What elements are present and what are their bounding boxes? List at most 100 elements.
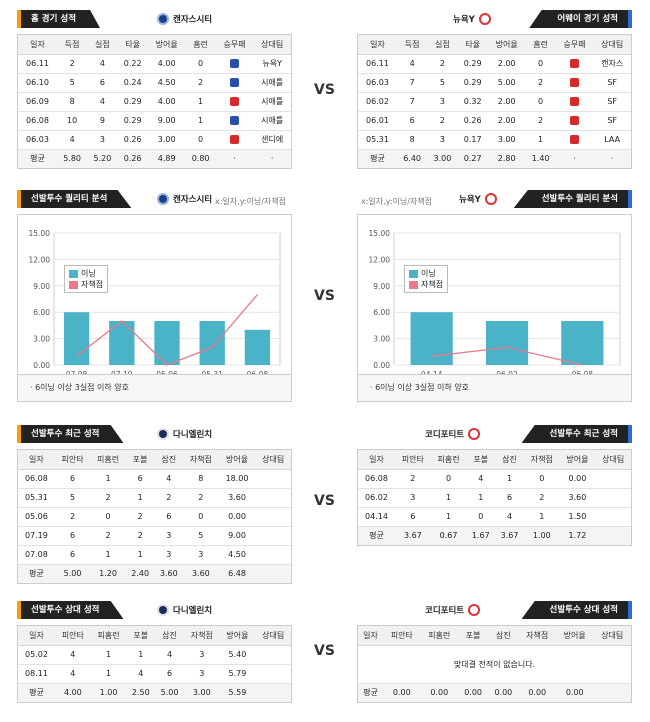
average-cell: 5.80 (56, 149, 88, 168)
table-cell: 0.29 (117, 111, 148, 131)
table-row: 06.11 2 4 0.22 4.00 0 뉴욕Y (18, 54, 291, 74)
table-cell: 3 (183, 664, 220, 684)
y-tick-label: 0.00 (373, 361, 390, 370)
left-quality-chart: 0.003.006.009.0012.0015.0007.0807.1905.0… (17, 214, 292, 396)
table-cell: 3 (87, 130, 118, 150)
table-cell: 06.10 (18, 73, 57, 93)
table-cell: 06.08 (18, 111, 57, 131)
table-row: 06.03 4 3 0.26 3.00 0 샌디에 (18, 130, 291, 150)
left-h2h-pitcher-name: 다니엘린치 (173, 606, 213, 616)
average-cell: 3.67 (495, 526, 524, 545)
table-cell: 0.29 (117, 92, 148, 112)
table-cell: 0 (525, 92, 556, 112)
table-cell: SF (593, 73, 631, 93)
yankees-logo-icon (468, 428, 481, 440)
table-cell: 3 (427, 92, 458, 112)
table-cell: 4 (126, 664, 156, 684)
empty-message-row: 맞대결 전적이 없습니다. (358, 645, 631, 684)
legend-bar-swatch (69, 269, 78, 278)
y-tick-label: 12.00 (29, 255, 51, 264)
right-quality-chart-svg: 0.003.006.009.0012.0015.0004.1406.0206.0… (369, 229, 621, 379)
column-header: 피홈런 (90, 626, 127, 646)
royals-logo-icon (157, 193, 169, 205)
left-chart-legend: 이닝 자책점 (64, 265, 109, 293)
table-cell: 4 (87, 54, 118, 74)
average-cell: 평균 (18, 683, 55, 702)
pitcher-team-logo-icon (157, 428, 169, 440)
left-recent-title: 선발투수 최근 성적 (17, 425, 124, 443)
table-cell: 5 (427, 73, 458, 93)
average-cell: 0.80 (185, 149, 216, 168)
average-cell: 0.00 (555, 683, 594, 702)
table-cell (255, 469, 291, 489)
table-cell (215, 130, 254, 150)
average-cell: 평균 (18, 564, 55, 583)
table-cell: 2 (185, 73, 216, 93)
average-cell: 평균 (18, 149, 57, 168)
legend-er: 자책점 (81, 280, 104, 289)
table-cell: 6 (54, 526, 91, 546)
table-cell: 4 (466, 469, 496, 489)
table-cell: 2 (90, 488, 126, 508)
column-header: 자책점 (183, 626, 220, 646)
table-cell: 06.03 (18, 130, 57, 150)
right-h2h-panel: 코디포티트 선발투수 상대 성적 일자 피안타 피홈런 포볼 삼진 자책점 방어율 상대팀 맞대… (357, 601, 632, 703)
table-cell: 9 (87, 111, 118, 131)
table-cell: 10 (56, 111, 88, 131)
average-cell: 3.00 (427, 149, 458, 168)
royals-logo-icon (157, 13, 169, 25)
table-cell (255, 488, 291, 508)
table-cell: 6 (155, 664, 184, 684)
average-cell: 평균 (358, 526, 395, 545)
column-header: 포볼 (125, 450, 155, 470)
average-row: 평균 6.40 3.00 0.27 2.80 1.40 · · (358, 149, 631, 168)
average-cell: 2.40 (125, 564, 155, 583)
table-cell: 1 (185, 111, 216, 131)
average-cell (595, 526, 631, 545)
right-pitcher-name: 코디포티트 (425, 430, 465, 440)
no-record-message: 맞대결 전적이 없습니다. (358, 645, 631, 684)
column-header: 자책점 (518, 626, 556, 646)
right-quality-note: · 6이닝 이상 3실점 이하 양호 (357, 374, 632, 402)
table-cell (255, 526, 291, 546)
table-cell (255, 545, 291, 565)
away-team-label: 뉴욕Y (453, 13, 491, 25)
table-cell: 3.00 (487, 130, 526, 150)
column-header: 피안타 (383, 626, 421, 646)
table-row: 06.03 7 5 0.29 5.00 2 SF (358, 73, 631, 93)
column-header: 득점 (396, 35, 428, 55)
yankees-logo-icon (478, 13, 491, 25)
home-team-label: 캔자스시티 (157, 13, 212, 25)
table-cell: 2.00 (487, 92, 526, 112)
left-h2h-title: 선발투수 상대 성적 (17, 601, 124, 619)
average-cell: 4.00 (55, 683, 91, 702)
table-cell: 0 (466, 507, 496, 527)
average-cell: 1.00 (90, 683, 127, 702)
table-cell: 1 (90, 664, 127, 684)
table-cell: 4 (155, 645, 184, 665)
table-cell: 2 (154, 488, 184, 508)
average-cell: 2.80 (487, 149, 526, 168)
average-cell: 0.26 (117, 149, 148, 168)
table-cell: 1 (430, 507, 467, 527)
average-cell: · (593, 149, 631, 168)
table-row: 04.14 6 1 0 4 1 1.50 (358, 507, 631, 527)
left-recent-table: 일자 피안타 피홈런 포볼 삼진 자책점 방어율 상대팀 06.08 6 1 6 4 8 18.00 05.3… (17, 449, 292, 584)
table-row: 06.08 2 0 4 1 0 0.00 (358, 469, 631, 489)
table-cell (215, 54, 254, 74)
win-badge-icon (230, 78, 240, 87)
table-cell: 06.11 (18, 54, 57, 74)
table-cell: 2 (54, 507, 91, 527)
table-header-row: 일자 피안타 피홈런 포볼 삼진 자책점 방어율 상대팀 (358, 450, 631, 470)
innings-bar (561, 321, 604, 365)
vs-label: VS (314, 493, 335, 509)
table-cell: 05.02 (18, 645, 55, 665)
left-h2h-table: 일자 피안타 피홈런 포볼 삼진 자책점 방어율 상대팀 05.02 4 1 1 4 3 5.40 08.11… (17, 625, 292, 703)
loss-badge-icon (570, 135, 580, 144)
column-header: 방어율 (218, 450, 256, 470)
left-h2h-panel: 선발투수 상대 성적 다니엘린치 일자 피안타 피홈런 포볼 삼진 자책점 방어율 상대팀 05… (17, 601, 292, 703)
table-row: 07.08 6 1 1 3 3 4.50 (18, 545, 291, 565)
column-header: 홈런 (185, 35, 216, 55)
table-header-row: 일자 득점 실점 타율 방어율 홈런 승무패 상대팀 (358, 35, 631, 55)
table-cell: 3.60 (218, 488, 256, 508)
